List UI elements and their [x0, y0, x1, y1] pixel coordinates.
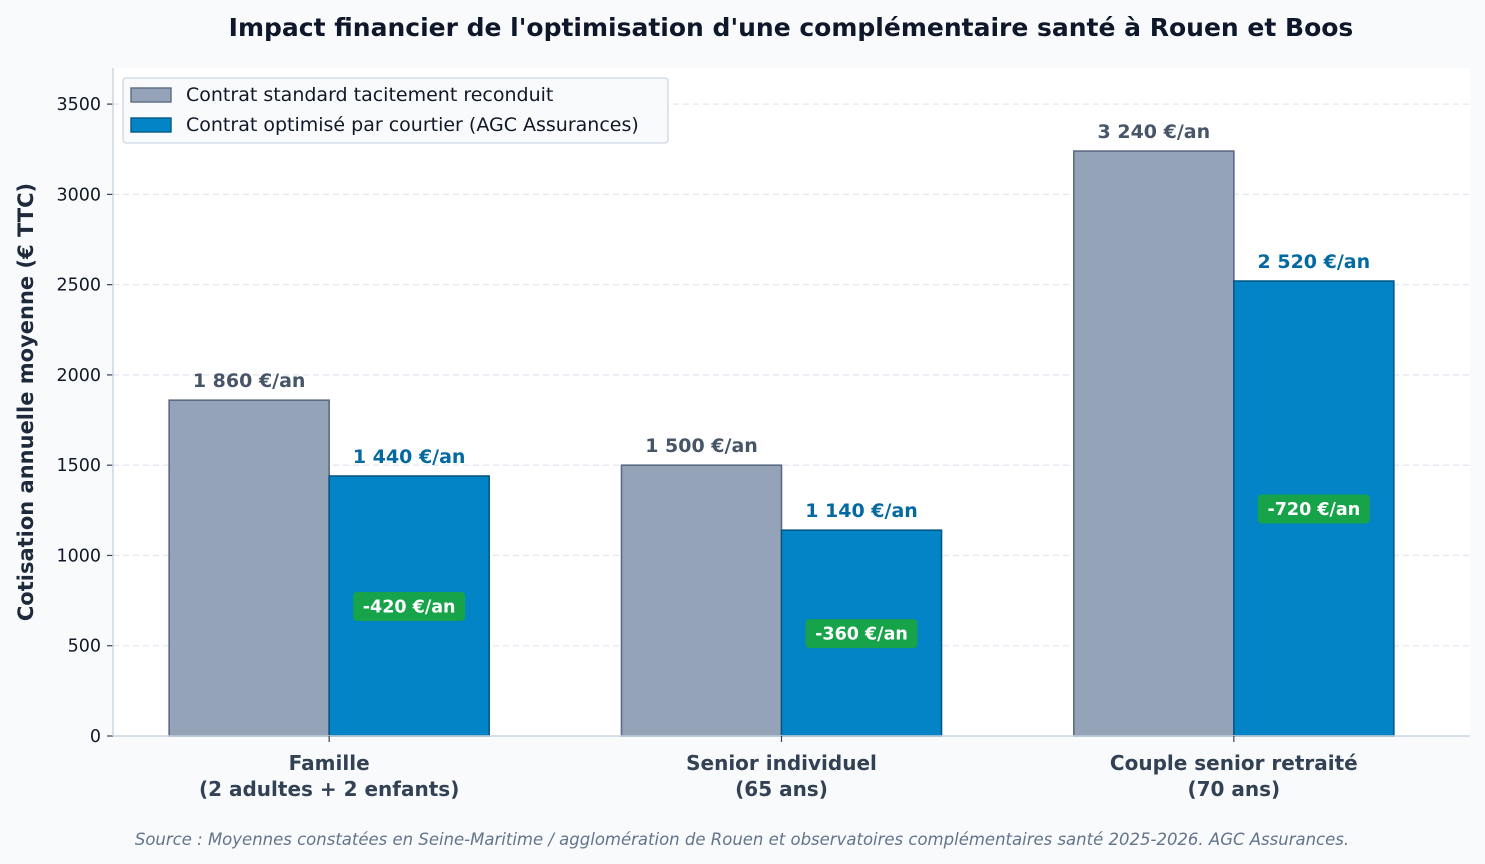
y-tick-label: 1500	[56, 456, 101, 476]
y-tick-label: 500	[68, 637, 101, 657]
x-tick-label: Couple senior retraité	[1110, 751, 1358, 775]
value-labels-group: 1 860 €/an 1 440 €/an -420 €/an 1 500 €/an 1…	[193, 121, 1371, 649]
saving-label: -360 €/an	[815, 625, 908, 645]
value-label-optimized: 1 140 €/an	[805, 500, 918, 522]
axes: 0 500 1000 1500 2000 2500 3000 3500 Famille(2 ad…	[56, 68, 1470, 801]
saving-label: -420 €/an	[363, 598, 456, 618]
y-tick-label: 1000	[56, 546, 101, 566]
source-note: Source : Moyennes constatées en Seine-Ma…	[135, 830, 1349, 849]
y-tick-label: 2000	[56, 366, 101, 386]
saving-badge	[353, 592, 466, 622]
bar-standard	[1073, 150, 1235, 737]
x-tick-label: (70 ans)	[1187, 777, 1280, 801]
bar-standard	[168, 399, 330, 737]
value-label-standard: 3 240 €/an	[1098, 121, 1211, 143]
x-tick-label: Famille	[289, 751, 370, 775]
legend-swatch	[130, 117, 172, 133]
y-tick-label: 3000	[56, 185, 101, 205]
value-label-optimized: 1 440 €/an	[353, 446, 466, 468]
chart-title: Impact financier de l'optimisation d'une…	[229, 13, 1354, 42]
legend-box	[122, 77, 669, 144]
saving-badge	[1257, 494, 1370, 524]
y-axis-label: Cotisation annuelle moyenne (€ TTC)	[14, 183, 38, 621]
legend-label: Contrat optimisé par courtier (AGC Assur…	[186, 114, 639, 136]
y-tick-label: 2500	[56, 276, 101, 296]
value-label-standard: 1 860 €/an	[193, 370, 306, 392]
bar-standard	[620, 464, 783, 737]
value-label-standard: 1 500 €/an	[645, 435, 758, 457]
legend-label: Contrat standard tacitement reconduit	[186, 84, 553, 106]
legend: Contrat standard tacitement reconduit Con…	[122, 77, 669, 144]
x-tick-label: (65 ans)	[735, 777, 828, 801]
saving-badge	[805, 619, 918, 649]
y-tick-label: 0	[90, 727, 101, 747]
legend-swatch	[130, 87, 172, 103]
saving-label: -720 €/an	[1267, 500, 1360, 520]
x-tick-label: Senior individuel	[686, 751, 877, 775]
x-tick-label: (2 adultes + 2 enfants)	[199, 777, 459, 801]
y-tick-label: 3500	[56, 95, 101, 115]
value-label-optimized: 2 520 €/an	[1258, 251, 1371, 273]
